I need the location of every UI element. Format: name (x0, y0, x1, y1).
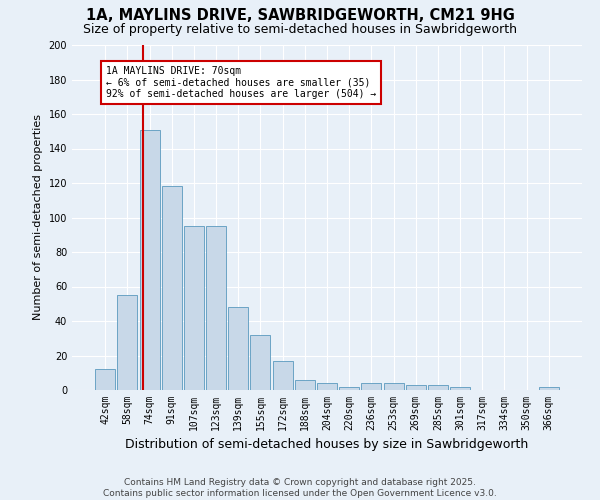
Text: 1A MAYLINS DRIVE: 70sqm
← 6% of semi-detached houses are smaller (35)
92% of sem: 1A MAYLINS DRIVE: 70sqm ← 6% of semi-det… (106, 66, 376, 99)
Bar (383, 383, 404, 390)
Bar (140, 130, 160, 390)
Bar (406, 385, 426, 390)
Bar (228, 307, 248, 390)
Text: Size of property relative to semi-detached houses in Sawbridgeworth: Size of property relative to semi-detach… (83, 22, 517, 36)
Bar (184, 226, 204, 390)
Bar (295, 380, 315, 390)
Y-axis label: Number of semi-detached properties: Number of semi-detached properties (33, 114, 43, 320)
Bar (162, 186, 182, 390)
Bar (339, 386, 359, 390)
Bar (539, 386, 559, 390)
Text: Contains HM Land Registry data © Crown copyright and database right 2025.
Contai: Contains HM Land Registry data © Crown c… (103, 478, 497, 498)
Text: 1A, MAYLINS DRIVE, SAWBRIDGEWORTH, CM21 9HG: 1A, MAYLINS DRIVE, SAWBRIDGEWORTH, CM21 … (86, 8, 514, 22)
Bar (317, 383, 337, 390)
Bar (250, 335, 271, 390)
X-axis label: Distribution of semi-detached houses by size in Sawbridgeworth: Distribution of semi-detached houses by … (125, 438, 529, 452)
Bar (361, 383, 382, 390)
Bar (428, 385, 448, 390)
Bar (206, 226, 226, 390)
Bar (118, 295, 137, 390)
Bar (450, 386, 470, 390)
Bar (272, 360, 293, 390)
Bar (95, 370, 115, 390)
